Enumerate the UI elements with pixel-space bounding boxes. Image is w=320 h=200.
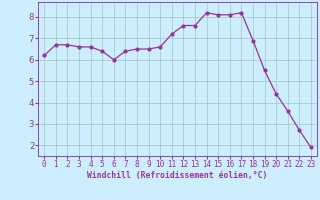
X-axis label: Windchill (Refroidissement éolien,°C): Windchill (Refroidissement éolien,°C): [87, 171, 268, 180]
